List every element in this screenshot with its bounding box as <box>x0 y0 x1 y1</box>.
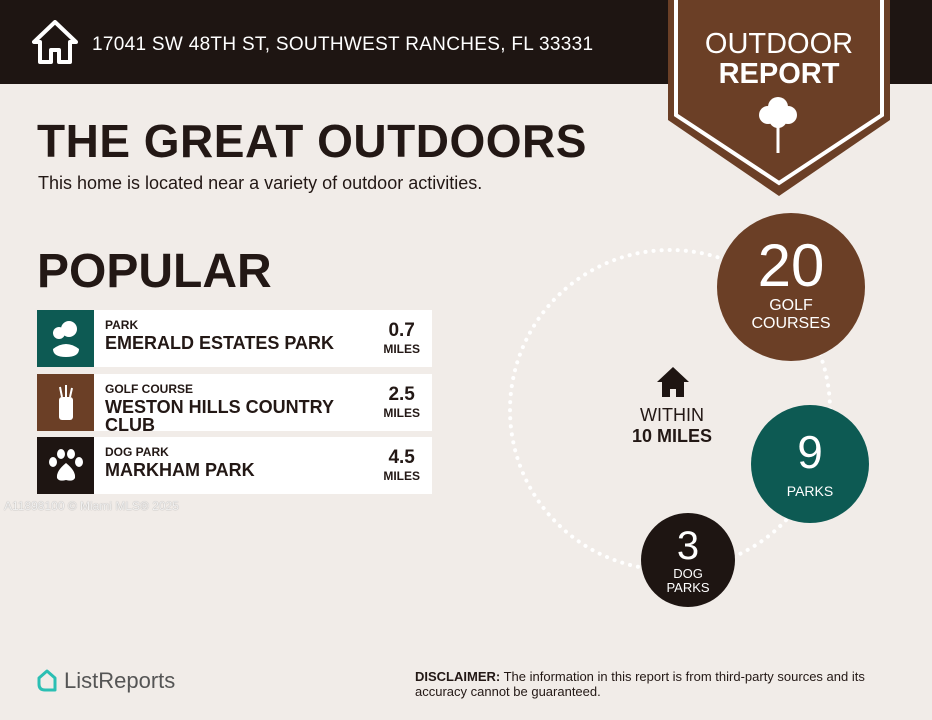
golf-courses-circle: 20 GOLF COURSES <box>717 213 865 361</box>
within-distance: 10 MILES <box>631 426 713 446</box>
parks-label: PARKS <box>786 483 834 499</box>
item-category: GOLF COURSE <box>105 382 194 396</box>
house-icon <box>657 367 689 397</box>
item-category: DOG PARK <box>105 445 169 459</box>
page-title: THE GREAT OUTDOORS <box>37 115 587 167</box>
paw-icon <box>37 437 94 494</box>
logo-text: ListReports <box>64 668 176 693</box>
dog-count: 3 <box>676 524 700 568</box>
distance-unit: MILES <box>383 406 420 420</box>
within-line1: WITHIN <box>640 405 704 425</box>
list-item: GOLF COURSE WESTON HILLS COUNTRY CLUB 2.… <box>37 374 432 435</box>
item-distance: 0.7 MILES <box>383 320 420 356</box>
parks-circle: 9 PARKS <box>751 405 869 523</box>
popular-heading: POPULAR <box>37 245 272 298</box>
within-label: WITHIN 10 MILES <box>612 405 732 447</box>
disclaimer-text: The information in this report is from t… <box>415 669 865 699</box>
dog-parks-circle: 3 DOG PARKS <box>641 513 735 607</box>
address: 17041 SW 48TH ST, SOUTHWEST RANCHES, FL … <box>92 34 594 55</box>
golf-label: GOLF <box>769 297 813 314</box>
distance-unit: MILES <box>383 469 420 483</box>
badge-line1: OUTDOOR <box>704 28 854 60</box>
dog-label2: PARKS <box>666 580 710 595</box>
subtitle: This home is located near a variety of o… <box>38 173 483 193</box>
item-name: WESTON HILLS COUNTRY CLUB <box>105 397 334 435</box>
parks-count: 9 <box>797 426 823 478</box>
golf-bag-icon <box>37 374 94 431</box>
park-icon <box>37 310 94 367</box>
dog-label: DOG <box>673 566 703 581</box>
listreports-logo: ListReports <box>36 668 175 694</box>
item-name: EMERALD ESTATES PARK <box>105 333 335 353</box>
list-item: PARK EMERALD ESTATES PARK 0.7 MILES <box>37 310 432 367</box>
item-name: MARKHAM PARK <box>105 460 255 480</box>
item-distance: 4.5 MILES <box>383 447 420 483</box>
item-category: PARK <box>105 318 139 332</box>
distance-unit: MILES <box>383 342 420 356</box>
tree-icon <box>759 97 797 153</box>
disclaimer-label: DISCLAIMER: <box>415 669 501 684</box>
badge-line2: REPORT <box>718 58 840 90</box>
watermark: A11898100 © Miami MLS® 2025 <box>4 499 179 513</box>
distance-value: 2.5 <box>388 384 415 405</box>
list-item: DOG PARK MARKHAM PARK 4.5 MILES <box>37 437 432 494</box>
house-icon <box>32 20 78 64</box>
golf-label2: COURSES <box>751 315 831 332</box>
item-distance: 2.5 MILES <box>383 384 420 420</box>
listreports-logo-icon <box>37 669 57 692</box>
disclaimer: DISCLAIMER: The information in this repo… <box>415 669 905 699</box>
distance-value: 0.7 <box>388 320 415 341</box>
golf-count: 20 <box>757 232 825 299</box>
distance-value: 4.5 <box>388 447 415 468</box>
